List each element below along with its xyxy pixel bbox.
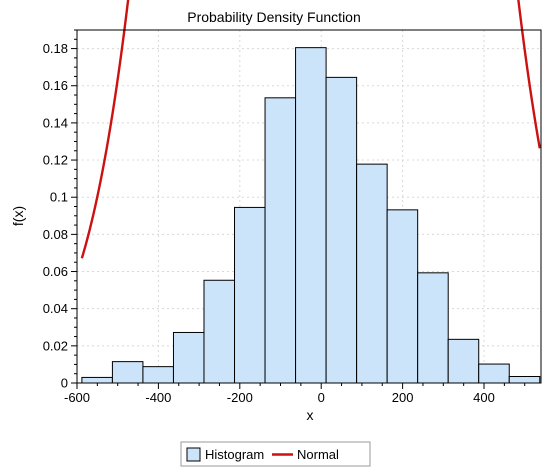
chart-title: Probability Density Function xyxy=(187,9,361,25)
histogram-bar xyxy=(356,163,388,384)
y-axis-label: f(x) xyxy=(10,206,26,226)
x-tick-label: 200 xyxy=(392,390,414,405)
y-tick-label: 0.04 xyxy=(43,301,68,316)
y-tick-label: 0.14 xyxy=(43,115,68,130)
histogram-bar xyxy=(81,376,113,384)
histogram-bar xyxy=(478,363,510,384)
histogram-bar xyxy=(447,338,480,384)
histogram-bar xyxy=(234,206,266,384)
histogram-bar xyxy=(172,331,205,384)
y-tick-label: 0.06 xyxy=(43,264,68,279)
legend-normal-label: Normal xyxy=(297,447,339,462)
x-axis-label: x xyxy=(307,407,314,423)
x-tick-label: 0 xyxy=(318,390,325,405)
histogram-bar xyxy=(295,47,327,384)
histogram-bar xyxy=(417,272,449,384)
x-tick-label: -600 xyxy=(64,390,90,405)
histogram-bars xyxy=(81,47,541,384)
histogram-bar xyxy=(142,366,174,384)
histogram-bar xyxy=(508,375,541,384)
x-tick-label: -400 xyxy=(145,390,171,405)
x-axis-ticks: -600 -400 -200 0 200 400 xyxy=(64,383,526,405)
histogram-bar xyxy=(203,279,236,384)
histogram-bar xyxy=(264,97,297,384)
y-tick-label: 0 xyxy=(61,376,68,391)
legend-histogram-swatch xyxy=(186,447,201,462)
y-tick-label: 0.1 xyxy=(50,190,68,205)
legend-histogram-label: Histogram xyxy=(205,447,264,462)
y-tick-label: 0.08 xyxy=(43,227,68,242)
y-axis-ticks: 0 0.02 0.04 0.06 0.08 0.1 0.12 0.14 0.16 0.18 xyxy=(43,29,77,391)
x-tick-label: -200 xyxy=(227,390,253,405)
histogram-bar xyxy=(111,361,144,384)
legend: Histogram Normal xyxy=(180,441,371,467)
y-tick-label: 0.16 xyxy=(43,78,68,93)
x-tick-label: 400 xyxy=(473,390,495,405)
histogram-bar xyxy=(386,209,419,384)
y-tick-label: 0.12 xyxy=(43,153,68,168)
y-tick-label: 0.18 xyxy=(43,41,68,56)
histogram-bar xyxy=(325,76,358,384)
y-tick-label: 0.02 xyxy=(43,338,68,353)
plot-area: -600 -400 -200 0 200 400 0 0.02 0.04 0.06 0.08 0.1… xyxy=(43,0,542,405)
